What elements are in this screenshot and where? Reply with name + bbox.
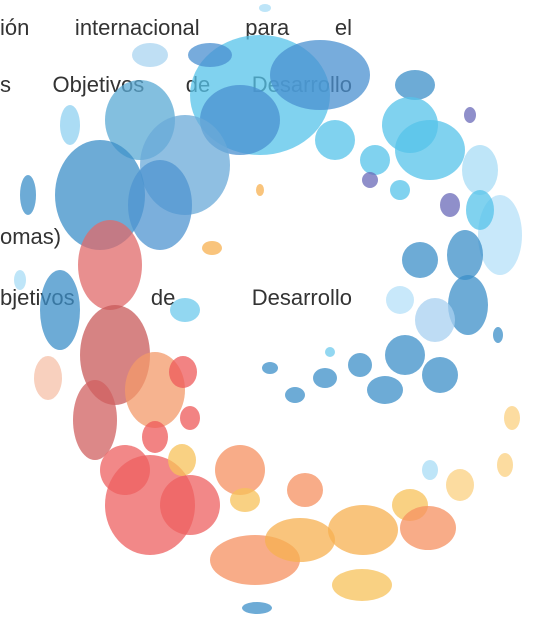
blob bbox=[395, 70, 435, 100]
blob bbox=[170, 298, 200, 322]
blob bbox=[395, 120, 465, 180]
blob bbox=[447, 230, 483, 280]
blob bbox=[360, 145, 390, 175]
blob bbox=[422, 460, 438, 480]
blob bbox=[132, 43, 168, 67]
blob bbox=[20, 175, 36, 215]
blob bbox=[242, 602, 272, 614]
blob bbox=[160, 475, 220, 535]
blob bbox=[270, 40, 370, 110]
blob bbox=[462, 145, 498, 195]
document: {"text_lines": ["ión internacional para … bbox=[0, 0, 534, 619]
blob bbox=[34, 356, 62, 400]
blob bbox=[348, 353, 372, 377]
blob bbox=[215, 445, 265, 495]
blob bbox=[40, 270, 80, 350]
blob bbox=[440, 193, 460, 217]
blob bbox=[367, 376, 403, 404]
blob bbox=[446, 469, 474, 501]
blob bbox=[230, 488, 260, 512]
blob bbox=[14, 270, 26, 290]
blob bbox=[128, 160, 192, 250]
blob bbox=[287, 473, 323, 507]
blob bbox=[256, 184, 264, 196]
blob bbox=[332, 569, 392, 601]
blob bbox=[188, 43, 232, 67]
blob bbox=[325, 347, 335, 357]
blob bbox=[73, 380, 117, 460]
blob bbox=[168, 444, 196, 476]
blob bbox=[169, 356, 197, 388]
blob bbox=[78, 220, 142, 310]
blob bbox=[202, 241, 222, 255]
blob bbox=[422, 357, 458, 393]
blob bbox=[400, 506, 456, 550]
blob bbox=[262, 362, 278, 374]
blob bbox=[415, 298, 455, 342]
blob bbox=[497, 453, 513, 477]
blob bbox=[504, 406, 520, 430]
blob bbox=[265, 518, 335, 562]
blob bbox=[60, 105, 80, 145]
blob bbox=[259, 4, 271, 12]
blob bbox=[285, 387, 305, 403]
blob bbox=[313, 368, 337, 388]
blob bbox=[362, 172, 378, 188]
blob bbox=[402, 242, 438, 278]
blob bbox=[464, 107, 476, 123]
page: Document html, body { margin: 0; padding… bbox=[0, 0, 534, 619]
decoration bbox=[0, 0, 534, 619]
blob bbox=[386, 286, 414, 314]
blob bbox=[328, 505, 398, 555]
blob bbox=[390, 180, 410, 200]
blob bbox=[385, 335, 425, 375]
blob bbox=[180, 406, 200, 430]
blob bbox=[142, 421, 168, 453]
blob bbox=[315, 120, 355, 160]
blob bbox=[493, 327, 503, 343]
blob bbox=[466, 190, 494, 230]
